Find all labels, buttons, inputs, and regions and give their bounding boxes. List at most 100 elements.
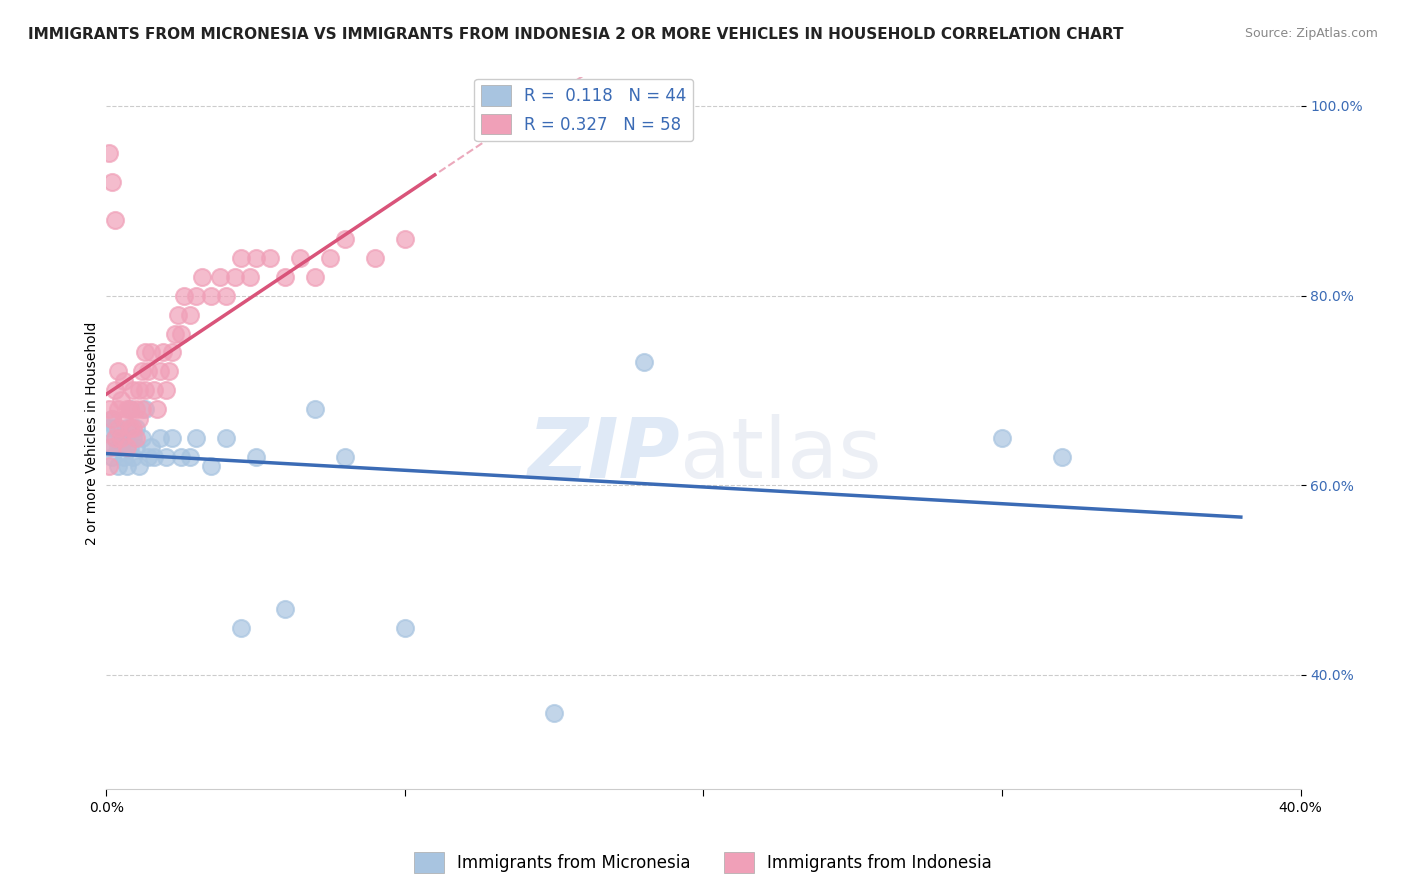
Point [125,421,148,435]
Point [215,431,238,445]
Point [143,450,166,464]
Point [155,384,177,398]
Point [274,269,297,284]
Point [136,364,159,378]
Point [163,326,186,341]
Point [98,459,121,474]
Text: Source: ZipAtlas.com: Source: ZipAtlas.com [1244,27,1378,40]
Point [107,421,129,435]
Point [319,251,342,265]
Point [394,232,416,246]
Point [333,232,356,246]
Point [224,269,246,284]
Point [101,450,124,464]
Point [134,345,156,359]
Point [104,431,127,445]
Point [167,308,190,322]
Point [101,412,124,426]
Point [107,459,129,474]
Point [149,364,172,378]
Point [115,402,138,417]
Point [131,431,153,445]
Point [1050,450,1073,464]
Point [274,601,297,615]
Point [991,431,1014,445]
Point [98,421,121,435]
Point [128,412,150,426]
Point [238,269,260,284]
Point [101,412,124,426]
Point [112,412,135,426]
Point [364,251,387,265]
Point [120,402,142,417]
Point [245,251,267,265]
Point [122,450,145,464]
Point [259,251,281,265]
Legend: R =  0.118   N = 44, R = 0.327   N = 58: R = 0.118 N = 44, R = 0.327 N = 58 [474,78,693,141]
Point [139,440,162,454]
Point [304,269,326,284]
Point [179,450,201,464]
Point [122,431,145,445]
Point [107,440,129,454]
Point [160,345,183,359]
Point [136,450,159,464]
Point [229,251,252,265]
Point [120,421,142,435]
Point [229,621,252,635]
Point [110,440,132,454]
Point [125,431,148,445]
Point [208,269,231,284]
Point [134,402,156,417]
Point [120,440,142,454]
Text: IMMIGRANTS FROM MICRONESIA VS IMMIGRANTS FROM INDONESIA 2 OR MORE VEHICLES IN HO: IMMIGRANTS FROM MICRONESIA VS IMMIGRANTS… [28,27,1123,42]
Point [134,384,156,398]
Point [128,384,150,398]
Point [146,402,169,417]
Point [200,288,222,302]
Point [160,431,183,445]
Point [157,364,180,378]
Point [98,146,121,161]
Point [104,431,127,445]
Point [115,459,138,474]
Point [125,440,148,454]
Point [107,402,129,417]
Point [333,450,356,464]
Point [101,440,124,454]
Point [128,459,150,474]
Point [304,402,326,417]
Point [122,421,145,435]
Point [104,384,127,398]
Point [143,384,166,398]
Point [173,288,195,302]
Point [98,402,121,417]
Point [290,251,312,265]
Text: atlas: atlas [679,414,882,495]
Text: ZIP: ZIP [527,414,679,495]
Point [112,431,135,445]
Point [101,175,124,189]
Point [110,392,132,407]
Point [543,706,565,720]
Y-axis label: 2 or more Vehicles in Household: 2 or more Vehicles in Household [86,321,100,545]
Legend: Immigrants from Micronesia, Immigrants from Indonesia: Immigrants from Micronesia, Immigrants f… [408,846,998,880]
Point [110,431,132,445]
Point [120,402,142,417]
Point [115,421,138,435]
Point [170,450,193,464]
Point [104,212,127,227]
Point [170,326,193,341]
Point [131,364,153,378]
Point [104,421,127,435]
Point [131,402,153,417]
Point [152,345,174,359]
Point [184,431,207,445]
Point [125,402,148,417]
Point [122,384,145,398]
Point [98,440,121,454]
Point [191,269,214,284]
Point [112,374,135,388]
Point [200,459,222,474]
Point [139,345,162,359]
